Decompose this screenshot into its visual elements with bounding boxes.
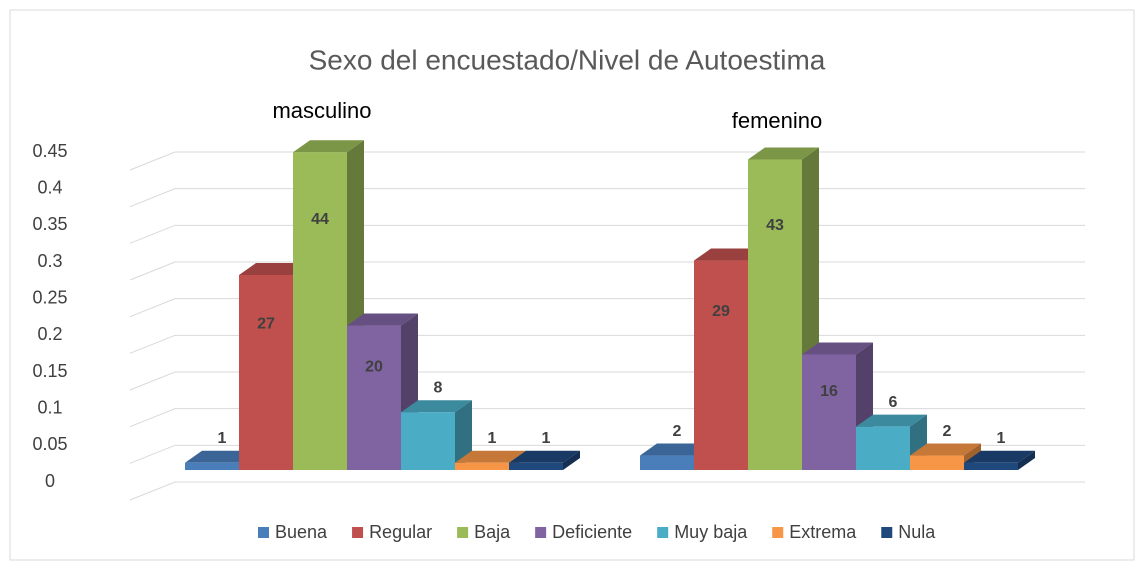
bar-front: [964, 462, 1018, 470]
grid-line: [129, 481, 1085, 501]
y-tick-label: 0.35: [32, 214, 67, 234]
bar-top: [802, 342, 873, 355]
bar-front: [910, 455, 964, 470]
bar-top: [748, 147, 819, 160]
bar-front: [347, 325, 401, 470]
category-label: femenino: [732, 108, 823, 133]
legend-swatch: [881, 527, 893, 538]
legend-label: Muy baja: [674, 522, 748, 542]
y-tick-label: 0.15: [32, 361, 67, 381]
legend-swatch: [657, 527, 669, 538]
bar-top: [910, 443, 981, 456]
legend-label: Nula: [898, 522, 936, 542]
bar: [964, 450, 1035, 470]
bar-front: [694, 260, 748, 470]
data-label: 27: [257, 315, 275, 332]
legend-swatch: [772, 527, 784, 538]
bar: [293, 140, 364, 470]
legend-label: Baja: [474, 522, 511, 542]
legend-swatch: [352, 527, 364, 538]
bar: [509, 450, 580, 470]
bar-top: [640, 443, 711, 456]
bar-front: [640, 455, 694, 470]
data-label: 16: [820, 383, 838, 400]
bar-top: [185, 450, 256, 463]
bar-side: [1018, 450, 1035, 470]
y-tick-label: 0.25: [32, 287, 67, 307]
data-label: 2: [673, 423, 682, 440]
bar: [856, 414, 927, 470]
data-label: 1: [542, 430, 551, 447]
bar-front: [455, 462, 509, 470]
bar-top: [509, 450, 580, 463]
data-label: 1: [997, 430, 1006, 447]
legend-label: Buena: [275, 522, 328, 542]
y-tick-label: 0.3: [37, 251, 62, 271]
bar-front: [185, 462, 239, 470]
bar-top: [347, 313, 418, 326]
bar-front: [239, 275, 293, 470]
legend-swatch: [535, 527, 547, 538]
bar: [401, 400, 472, 470]
bar-top: [401, 400, 472, 413]
y-tick-label: 0.2: [37, 324, 62, 344]
y-tick-label: 0.05: [32, 434, 67, 454]
data-label: 43: [766, 217, 784, 234]
bar-top: [856, 414, 927, 427]
data-label: 1: [488, 430, 497, 447]
bar-side: [563, 450, 580, 470]
data-label: 29: [712, 303, 730, 320]
y-tick-label: 0.1: [37, 397, 62, 417]
data-label: 2: [943, 423, 952, 440]
legend-swatch: [457, 527, 469, 538]
bar-top: [239, 263, 310, 275]
bar-front: [856, 426, 910, 470]
bar-top: [455, 450, 526, 463]
bar-front: [802, 354, 856, 470]
bar-top: [694, 248, 765, 261]
data-label: 8: [434, 379, 443, 396]
data-label: 6: [889, 394, 898, 411]
chart-frame: [9, 9, 1135, 561]
y-tick-label: 0: [45, 471, 55, 491]
data-label: 44: [311, 211, 329, 228]
legend-label: Deficiente: [552, 522, 632, 542]
bar-front: [293, 152, 347, 470]
bar-front: [748, 159, 802, 470]
y-tick-label: 0.4: [37, 177, 62, 197]
legend-swatch: [258, 527, 269, 538]
category-label: masculino: [272, 98, 371, 123]
bar-front: [509, 462, 563, 470]
bar-top: [964, 450, 1035, 463]
legend-label: Regular: [369, 522, 432, 542]
data-label: 1: [218, 430, 227, 447]
bar-front: [401, 412, 455, 470]
chart-title: Sexo del encuestado/Nivel de Autoestima: [309, 44, 826, 75]
data-label: 20: [365, 358, 383, 375]
bar-top: [293, 140, 364, 153]
y-tick-label: 0.45: [32, 141, 67, 161]
bar-side: [455, 400, 472, 470]
legend-label: Extrema: [789, 522, 857, 542]
